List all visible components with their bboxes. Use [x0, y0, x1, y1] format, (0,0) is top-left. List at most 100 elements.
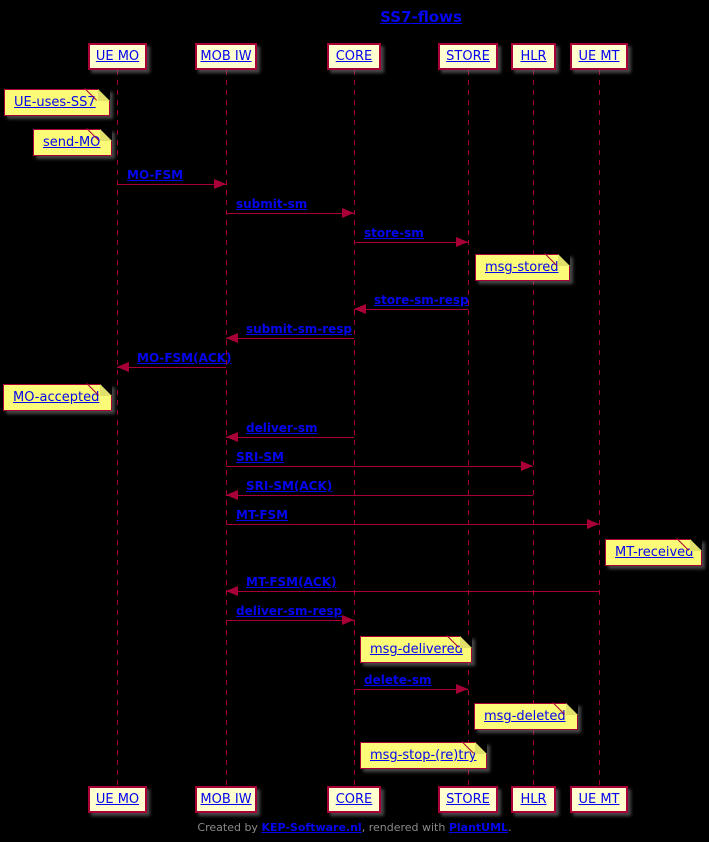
footer-rendered-with-text: , rendered with: [361, 821, 449, 834]
lifeline-ue-mo: [117, 70, 118, 786]
footer: Created by KEP-Software.nl, rendered wit…: [0, 821, 709, 834]
participant-bottom-hlr: HLR: [511, 786, 556, 813]
participant-top-mob-iw: MOB IW: [195, 43, 257, 70]
message-line: [117, 367, 226, 368]
note-fold-icon: [475, 742, 487, 754]
note-link[interactable]: MO-accepted: [13, 390, 100, 405]
message-label-sri-sm[interactable]: SRI-SM: [236, 450, 284, 464]
message-line: [226, 524, 599, 525]
message-label-submit-sm[interactable]: submit-sm: [236, 197, 308, 211]
note-msg-stop-retry: msg-stop-(re)try: [360, 742, 487, 769]
arrowhead-right-icon: [342, 208, 354, 218]
participant-link[interactable]: HLR: [520, 792, 547, 807]
participant-bottom-core: CORE: [327, 786, 381, 813]
participant-top-hlr: HLR: [511, 43, 556, 70]
footer-kep-software-link[interactable]: KEP-Software.nl: [261, 821, 362, 834]
arrowhead-left-icon: [226, 333, 238, 343]
participant-link[interactable]: UE MO: [95, 49, 140, 64]
participant-link[interactable]: CORE: [335, 49, 373, 64]
arrowhead-left-icon: [117, 362, 129, 372]
note-send-mo: send-MO: [33, 129, 112, 156]
message-label-submit-sm-resp[interactable]: submit-sm-resp: [246, 322, 353, 336]
note-fold-icon: [100, 129, 112, 141]
message-label-mo-fsm[interactable]: MO-FSM: [127, 168, 184, 182]
participant-link[interactable]: STORE: [446, 792, 490, 807]
participant-top-ue-mo: UE MO: [88, 43, 147, 70]
lifeline-ue-mt: [599, 70, 600, 786]
note-ue-uses-ss7: UE-uses-SS7: [4, 89, 110, 116]
note-msg-stored: msg-stored: [475, 254, 570, 281]
note-fold-icon: [558, 254, 570, 266]
note-link[interactable]: msg-stored: [485, 260, 559, 275]
message-line: [117, 184, 226, 185]
participant-link[interactable]: UE MT: [578, 792, 620, 807]
participant-link[interactable]: MOB IW: [200, 792, 252, 807]
note-fold-icon: [100, 384, 112, 396]
message-label-store-sm[interactable]: store-sm: [364, 226, 424, 240]
participant-top-ue-mt: UE MT: [570, 43, 628, 70]
arrowhead-right-icon: [456, 684, 468, 694]
footer-period-text: .: [508, 821, 512, 834]
note-link[interactable]: UE-uses-SS7: [14, 95, 96, 110]
note-fold-icon: [98, 89, 110, 101]
participant-bottom-store: STORE: [438, 786, 498, 813]
message-line: [226, 437, 354, 438]
message-label-mt-fsm[interactable]: MT-FSM: [236, 508, 289, 522]
note-mo-accepted: MO-accepted: [3, 384, 112, 411]
footer-created-by-text: Created by: [197, 821, 262, 834]
message-label-mo-fsm-ack[interactable]: MO-FSM(ACK): [137, 351, 232, 365]
arrowhead-left-icon: [226, 490, 238, 500]
note-link[interactable]: msg-stop-(re)try: [370, 748, 477, 763]
participant-top-core: CORE: [327, 43, 381, 70]
note-fold-icon: [690, 539, 702, 551]
participant-link[interactable]: HLR: [520, 49, 547, 64]
message-line: [354, 689, 468, 690]
participant-link[interactable]: UE MT: [578, 49, 620, 64]
arrowhead-right-icon: [521, 461, 533, 471]
note-link[interactable]: send-MO: [43, 135, 101, 150]
arrowhead-right-icon: [342, 615, 354, 625]
arrowhead-right-icon: [456, 237, 468, 247]
participant-bottom-mob-iw: MOB IW: [195, 786, 257, 813]
participant-top-store: STORE: [438, 43, 498, 70]
message-line: [226, 620, 354, 621]
message-line: [226, 338, 354, 339]
participant-bottom-ue-mt: UE MT: [570, 786, 628, 813]
message-line: [226, 591, 599, 592]
note-msg-deleted: msg-deleted: [474, 703, 578, 730]
message-line: [226, 466, 533, 467]
lifeline-hlr: [533, 70, 534, 786]
note-link[interactable]: msg-delivered: [370, 642, 463, 657]
participant-link[interactable]: CORE: [335, 792, 373, 807]
participant-link[interactable]: UE MO: [95, 792, 140, 807]
message-label-delete-sm[interactable]: delete-sm: [364, 673, 432, 687]
note-msg-delivered: msg-delivered: [360, 636, 472, 663]
arrowhead-right-icon: [587, 519, 599, 529]
note-fold-icon: [460, 636, 472, 648]
footer-plantuml-link[interactable]: PlantUML: [448, 821, 509, 834]
participant-link[interactable]: STORE: [446, 49, 490, 64]
message-line: [354, 242, 468, 243]
participant-bottom-ue-mo: UE MO: [88, 786, 147, 813]
message-label-sri-sm-ack[interactable]: SRI-SM(ACK): [246, 479, 333, 493]
message-label-deliver-sm-resp[interactable]: deliver-sm-resp: [236, 604, 343, 618]
arrowhead-right-icon: [214, 179, 226, 189]
participant-link[interactable]: MOB IW: [200, 49, 252, 64]
diagram-title[interactable]: SS7-flows: [380, 8, 462, 26]
message-line: [226, 495, 533, 496]
note-mt-received: MT-received: [605, 539, 702, 566]
lifeline-mob-iw: [226, 70, 227, 786]
arrowhead-left-icon: [226, 432, 238, 442]
note-link[interactable]: msg-deleted: [484, 709, 566, 724]
note-fold-icon: [566, 703, 578, 715]
message-line: [354, 309, 468, 310]
message-label-mt-fsm-ack[interactable]: MT-FSM(ACK): [246, 575, 337, 589]
lifeline-store: [468, 70, 469, 786]
message-label-store-sm-resp[interactable]: store-sm-resp: [374, 293, 469, 307]
arrowhead-left-icon: [354, 304, 366, 314]
arrowhead-left-icon: [226, 586, 238, 596]
message-label-deliver-sm[interactable]: deliver-sm: [246, 421, 318, 435]
lifeline-core: [354, 70, 355, 786]
note-link[interactable]: MT-received: [615, 545, 694, 560]
